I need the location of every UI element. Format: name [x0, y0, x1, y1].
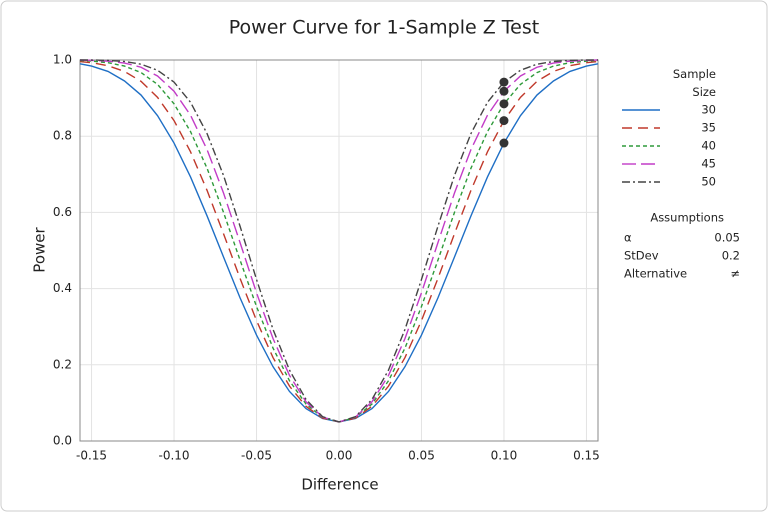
legend-label: 45 — [701, 157, 716, 171]
assumption-name: StDev — [624, 249, 659, 263]
x-tick-label: 0.05 — [408, 449, 435, 463]
y-tick-label: 1.0 — [53, 53, 72, 67]
y-tick-label: 0.4 — [53, 281, 72, 295]
x-axis-title: Difference — [301, 476, 378, 494]
legend-title: Sample Size — [673, 67, 716, 99]
assumption-value: 0.2 — [722, 249, 740, 263]
legend-label: 40 — [701, 139, 716, 153]
target-point — [499, 77, 509, 87]
y-tick-label: 0.2 — [53, 357, 72, 371]
y-tick-label: 0.8 — [53, 129, 72, 143]
y-tick-label: 0.6 — [53, 205, 72, 219]
plot-border — [79, 59, 599, 442]
y-axis-title: Power — [31, 226, 49, 272]
target-point — [499, 116, 509, 126]
assumption-name: α — [624, 231, 632, 245]
target-point — [499, 99, 509, 109]
x-tick-label: -0.10 — [159, 449, 190, 463]
x-tick-label: 0.00 — [326, 449, 353, 463]
x-tick-label: -0.05 — [241, 449, 272, 463]
legend-label: 30 — [701, 103, 716, 117]
legend-label: 50 — [701, 175, 716, 189]
target-point — [499, 86, 509, 96]
x-tick-label: -0.15 — [76, 449, 107, 463]
power-curve — [80, 59, 598, 423]
y-tick-label: 0.0 — [53, 434, 72, 448]
target-point — [499, 138, 509, 148]
x-tick-label: 0.10 — [491, 449, 518, 463]
assumptions-title: Assumptions — [650, 211, 724, 225]
assumption-value: 0.05 — [714, 231, 740, 245]
chart-title: Power Curve for 1-Sample Z Test — [229, 17, 539, 39]
assumption-value: ≠ — [730, 267, 740, 281]
x-tick-label: 0.15 — [573, 449, 600, 463]
assumption-name: Alternative — [624, 267, 687, 281]
legend-label: 35 — [701, 121, 716, 135]
